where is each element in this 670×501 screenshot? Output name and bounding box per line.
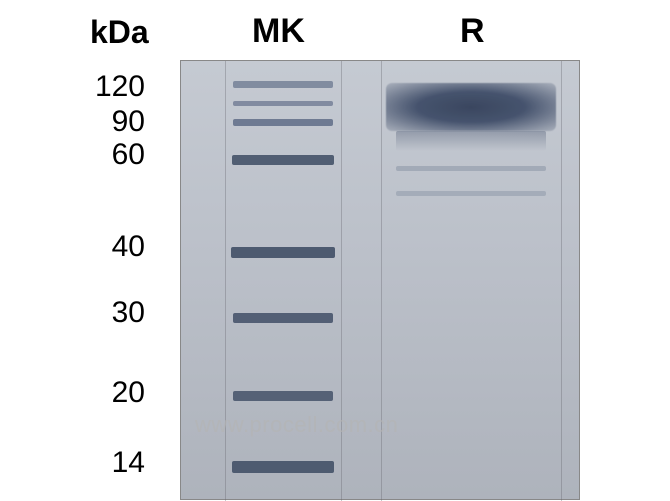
sample-band-main (386, 83, 556, 131)
mw-label-40: 40 (55, 230, 145, 264)
mw-label-120: 120 (55, 70, 145, 104)
mw-label-30: 30 (55, 296, 145, 330)
sample-band-faint (396, 166, 546, 171)
mw-label-20: 20 (55, 376, 145, 410)
mw-label-90: 90 (55, 105, 145, 139)
marker-band (233, 391, 333, 401)
marker-band (233, 81, 333, 88)
mw-label-14: 14 (55, 446, 145, 480)
unit-label: kDa (90, 14, 149, 51)
lane-label-r: R (460, 12, 485, 51)
lane-edge (561, 61, 562, 501)
marker-band (231, 247, 335, 258)
sample-band-faint (396, 191, 546, 196)
marker-band (233, 119, 333, 126)
sample-smear (396, 131, 546, 151)
gel-figure: kDa MK R 120 90 60 40 30 20 14 www.proce… (0, 0, 670, 500)
marker-band (233, 313, 333, 323)
marker-band (233, 101, 333, 106)
marker-band (232, 461, 334, 473)
marker-band (232, 155, 334, 165)
mw-label-60: 60 (55, 138, 145, 172)
watermark-text: www.procell.com.cn (195, 412, 398, 438)
lane-label-mk: MK (252, 12, 305, 51)
